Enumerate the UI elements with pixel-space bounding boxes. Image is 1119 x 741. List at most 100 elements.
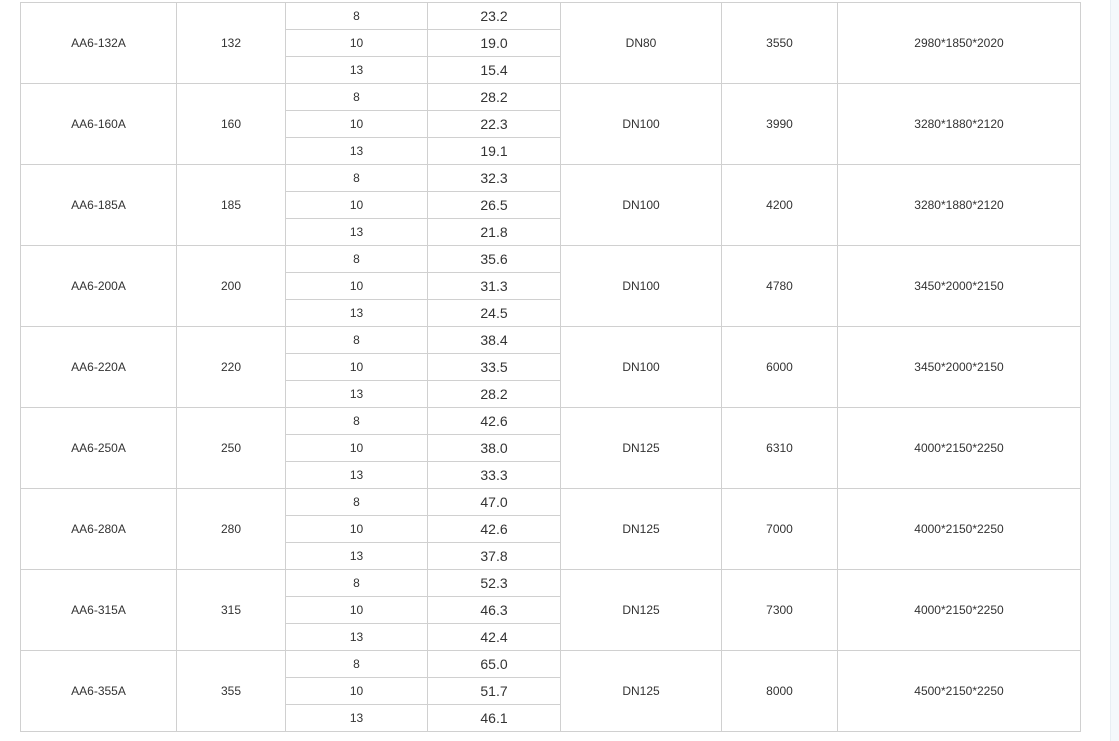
table-row: 10 46.3 [21,596,1081,624]
pressure-cell: 13 [285,704,428,732]
power-cell: 200 [176,245,286,327]
pressure-cell: 13 [285,137,428,165]
model-cell: AA6-200A [20,245,177,327]
power-cell: 280 [176,488,286,570]
pressure-cell: 13 [285,542,428,570]
dimensions-cell: 2980*1850*2020 [837,2,1081,84]
table-row: AA6-315A 315 8 52.3 DN125 7300 4000*2150*2250 [20,569,1081,651]
dimensions-cell: 4000*2150*2250 [837,488,1081,570]
flow-cell: 19.1 [427,137,561,165]
flow-cell: 15.4 [427,56,561,84]
weight-cell: 7000 [721,488,838,570]
flow-cell: 65.0 [427,650,561,678]
flow-cell: 24.5 [427,299,561,327]
power-cell: 250 [176,407,286,489]
outlet-cell: DN125 [560,407,722,489]
table-row: 13 46.1 [21,704,1081,732]
flow-cell: 35.6 [427,245,561,273]
power-cell: 185 [176,164,286,246]
flow-cell: 46.1 [427,704,561,732]
weight-cell: 4780 [721,245,838,327]
flow-cell: 28.2 [427,380,561,408]
flow-cell: 22.3 [427,110,561,138]
model-cell: AA6-315A [20,569,177,651]
flow-cell: 52.3 [427,569,561,597]
model-cell: AA6-220A [20,326,177,408]
flow-cell: 28.2 [427,83,561,111]
table-row: AA6-220A 220 8 38.4 DN100 6000 3450*2000*2150 [20,326,1081,408]
pressure-cell: 13 [285,56,428,84]
outlet-cell: DN100 [560,326,722,408]
weight-cell: 7300 [721,569,838,651]
dimensions-cell: 4500*2150*2250 [837,650,1081,732]
flow-cell: 51.7 [427,677,561,705]
dimensions-cell: 3280*1880*2120 [837,83,1081,165]
model-cell: AA6-280A [20,488,177,570]
flow-cell: 26.5 [427,191,561,219]
table-row: AA6-280A 280 8 47.0 DN125 7000 4000*2150*2250 [20,488,1081,570]
scroll-edge [1110,0,1119,741]
pressure-cell: 8 [285,488,428,516]
outlet-cell: DN80 [560,2,722,84]
table-row: 10 19.0 [21,29,1081,57]
table-row: AA6-160A 160 8 28.2 DN100 3990 3280*1880*2120 [20,83,1081,165]
flow-cell: 31.3 [427,272,561,300]
power-cell: 160 [176,83,286,165]
model-cell: AA6-160A [20,83,177,165]
model-cell: AA6-250A [20,407,177,489]
dimensions-cell: 4000*2150*2250 [837,407,1081,489]
outlet-cell: DN100 [560,245,722,327]
table-row: AA6-132A 132 8 23.2 DN80 3550 2980*1850*2020 [20,2,1081,84]
table-row: AA6-185A 185 8 32.3 DN100 4200 3280*1880*2120 [20,164,1081,246]
pressure-cell: 8 [285,326,428,354]
pressure-cell: 8 [285,650,428,678]
table-row: AA6-200A 200 8 35.6 DN100 4780 3450*2000*2150 [20,245,1081,327]
power-cell: 132 [176,2,286,84]
table-row: 13 19.1 [21,137,1081,165]
pressure-cell: 8 [285,245,428,273]
power-cell: 220 [176,326,286,408]
pressure-cell: 10 [285,110,428,138]
power-cell: 355 [176,650,286,732]
flow-cell: 42.6 [427,407,561,435]
pressure-cell: 8 [285,83,428,111]
table-row: 13 37.8 [21,542,1081,570]
flow-cell: 38.0 [427,434,561,462]
table-row: 10 31.3 [21,272,1081,300]
pressure-cell: 10 [285,596,428,624]
pressure-cell: 13 [285,461,428,489]
dimensions-cell: 3450*2000*2150 [837,326,1081,408]
pressure-cell: 10 [285,515,428,543]
weight-cell: 6310 [721,407,838,489]
weight-cell: 4200 [721,164,838,246]
table-row: 10 26.5 [21,191,1081,219]
pressure-cell: 8 [285,164,428,192]
table-row: 10 22.3 [21,110,1081,138]
weight-cell: 8000 [721,650,838,732]
pressure-cell: 10 [285,29,428,57]
table-row: 10 38.0 [21,434,1081,462]
flow-cell: 42.4 [427,623,561,651]
pressure-cell: 13 [285,218,428,246]
flow-cell: 37.8 [427,542,561,570]
table-row: 10 33.5 [21,353,1081,381]
table-row: 10 42.6 [21,515,1081,543]
pressure-cell: 13 [285,623,428,651]
pressure-cell: 10 [285,677,428,705]
flow-cell: 46.3 [427,596,561,624]
table-row: 13 42.4 [21,623,1081,651]
pressure-cell: 13 [285,299,428,327]
spec-table-body: AA6-132A 132 8 23.2 DN80 3550 2980*1850*2020 10… [20,2,1081,732]
table-row: AA6-250A 250 8 42.6 DN125 6310 4000*2150*2250 [20,407,1081,489]
pressure-cell: 10 [285,434,428,462]
pressure-cell: 10 [285,353,428,381]
model-cell: AA6-355A [20,650,177,732]
flow-cell: 19.0 [427,29,561,57]
outlet-cell: DN100 [560,164,722,246]
pressure-cell: 10 [285,272,428,300]
table-row: 13 33.3 [21,461,1081,489]
flow-cell: 47.0 [427,488,561,516]
pressure-cell: 13 [285,380,428,408]
outlet-cell: DN125 [560,569,722,651]
dimensions-cell: 3450*2000*2150 [837,245,1081,327]
